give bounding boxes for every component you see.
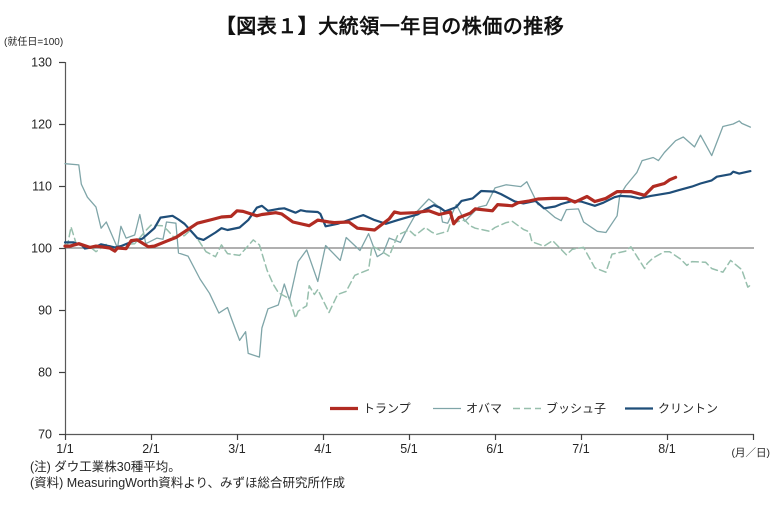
x-tick-label: 1/1	[56, 442, 73, 456]
footnotes: (注) ダウ工業株30種平均。 (資料) MeasuringWorth資料より、…	[30, 460, 345, 491]
legend-label-trump: トランプ	[363, 402, 411, 416]
x-tick-label: 8/1	[658, 442, 675, 456]
x-tick-label: 6/1	[486, 442, 503, 456]
x-axis-unit-label: (月／日)	[732, 447, 771, 459]
note-source-line-1: (注) ダウ工業株30種平均。	[30, 460, 181, 474]
legend: トランプ オバマ ブッシュ子 クリントン	[330, 401, 718, 416]
x-tick-label: 2/1	[142, 442, 159, 456]
x-tick-label: 4/1	[314, 442, 331, 456]
series-line-obama	[64, 120, 752, 358]
legend-item-bush-jr: ブッシュ子	[513, 401, 606, 416]
y-tick-label: 120	[31, 118, 52, 132]
legend-item-trump: トランプ	[330, 402, 411, 416]
y-tick-label: 100	[31, 242, 52, 256]
y-tick-label: 130	[31, 56, 52, 70]
series-line-trump	[63, 175, 678, 253]
series-line-clinton	[63, 170, 752, 250]
legend-item-obama: オバマ	[433, 402, 502, 416]
legend-label-bush-jr: ブッシュ子	[546, 401, 606, 416]
y-tick-label: 80	[38, 366, 52, 380]
y-axis-unit-label: (就任日=100)	[4, 37, 64, 48]
legend-item-clinton: クリントン	[625, 402, 718, 416]
x-tick-label: 3/1	[228, 442, 245, 456]
legend-label-clinton: クリントン	[658, 402, 718, 416]
series-line-bush-jr	[64, 219, 752, 319]
x-tick-label: 5/1	[400, 442, 417, 456]
note-source-line-2: (資料) MeasuringWorth資料より、みずほ総合研究所作成	[30, 475, 346, 490]
y-tick-label: 90	[38, 304, 52, 318]
legend-label-obama: オバマ	[466, 402, 502, 416]
y-tick-label: 110	[32, 180, 52, 194]
x-tick-label: 7/1	[572, 442, 589, 456]
chart-title: 【図表１】大統領一年目の株価の推移	[215, 16, 565, 38]
y-tick-label: 70	[38, 428, 52, 442]
